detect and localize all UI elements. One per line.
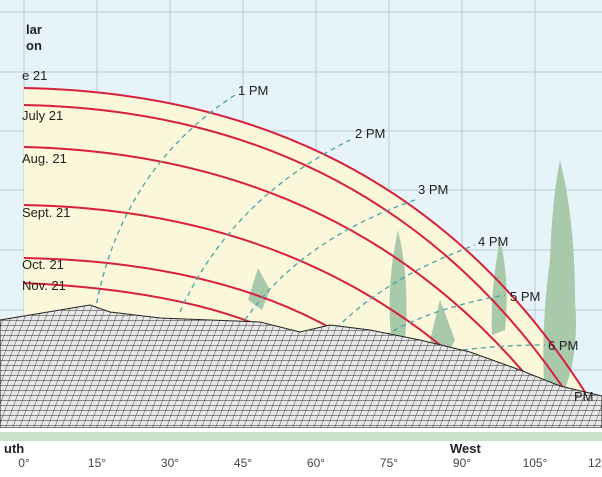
ground-strip — [0, 432, 602, 441]
azimuth-label: 105° — [523, 456, 548, 470]
date-label: Aug. 21 — [22, 151, 67, 166]
labels: lar on e 21 July 21 Aug. 21 Sept. 21 Oct… — [4, 22, 602, 470]
azimuth-label: 60° — [307, 456, 325, 470]
hour-lines — [94, 94, 546, 361]
title-line: on — [26, 38, 42, 53]
date-label: Oct. 21 — [22, 257, 64, 272]
date-curves — [23, 87, 591, 401]
azimuth-label: 45° — [234, 456, 252, 470]
date-label: e 21 — [22, 68, 47, 83]
hour-label: 1 PM — [238, 83, 268, 98]
title-line: lar — [26, 22, 42, 37]
azimuth-label: 75° — [380, 456, 398, 470]
azimuth-label: 15° — [88, 456, 106, 470]
hour-label: 3 PM — [418, 182, 448, 197]
azimuth-label: 30° — [161, 456, 179, 470]
trees — [248, 160, 576, 400]
direction-label: uth — [4, 441, 24, 456]
hour-label: 5 PM — [510, 289, 540, 304]
date-label: Nov. 21 — [22, 278, 66, 293]
azimuth-label: 12 — [588, 456, 602, 470]
direction-label: West — [450, 441, 481, 456]
hour-label: 2 PM — [355, 126, 385, 141]
date-label: July 21 — [22, 108, 63, 123]
hour-label: PM — [574, 389, 594, 404]
terrain — [0, 304, 602, 429]
azimuth-label: 90° — [453, 456, 471, 470]
hour-label: 6 PM — [548, 338, 578, 353]
date-label: Sept. 21 — [22, 205, 70, 220]
azimuth-label: 0° — [18, 456, 30, 470]
hour-label: 4 PM — [478, 234, 508, 249]
